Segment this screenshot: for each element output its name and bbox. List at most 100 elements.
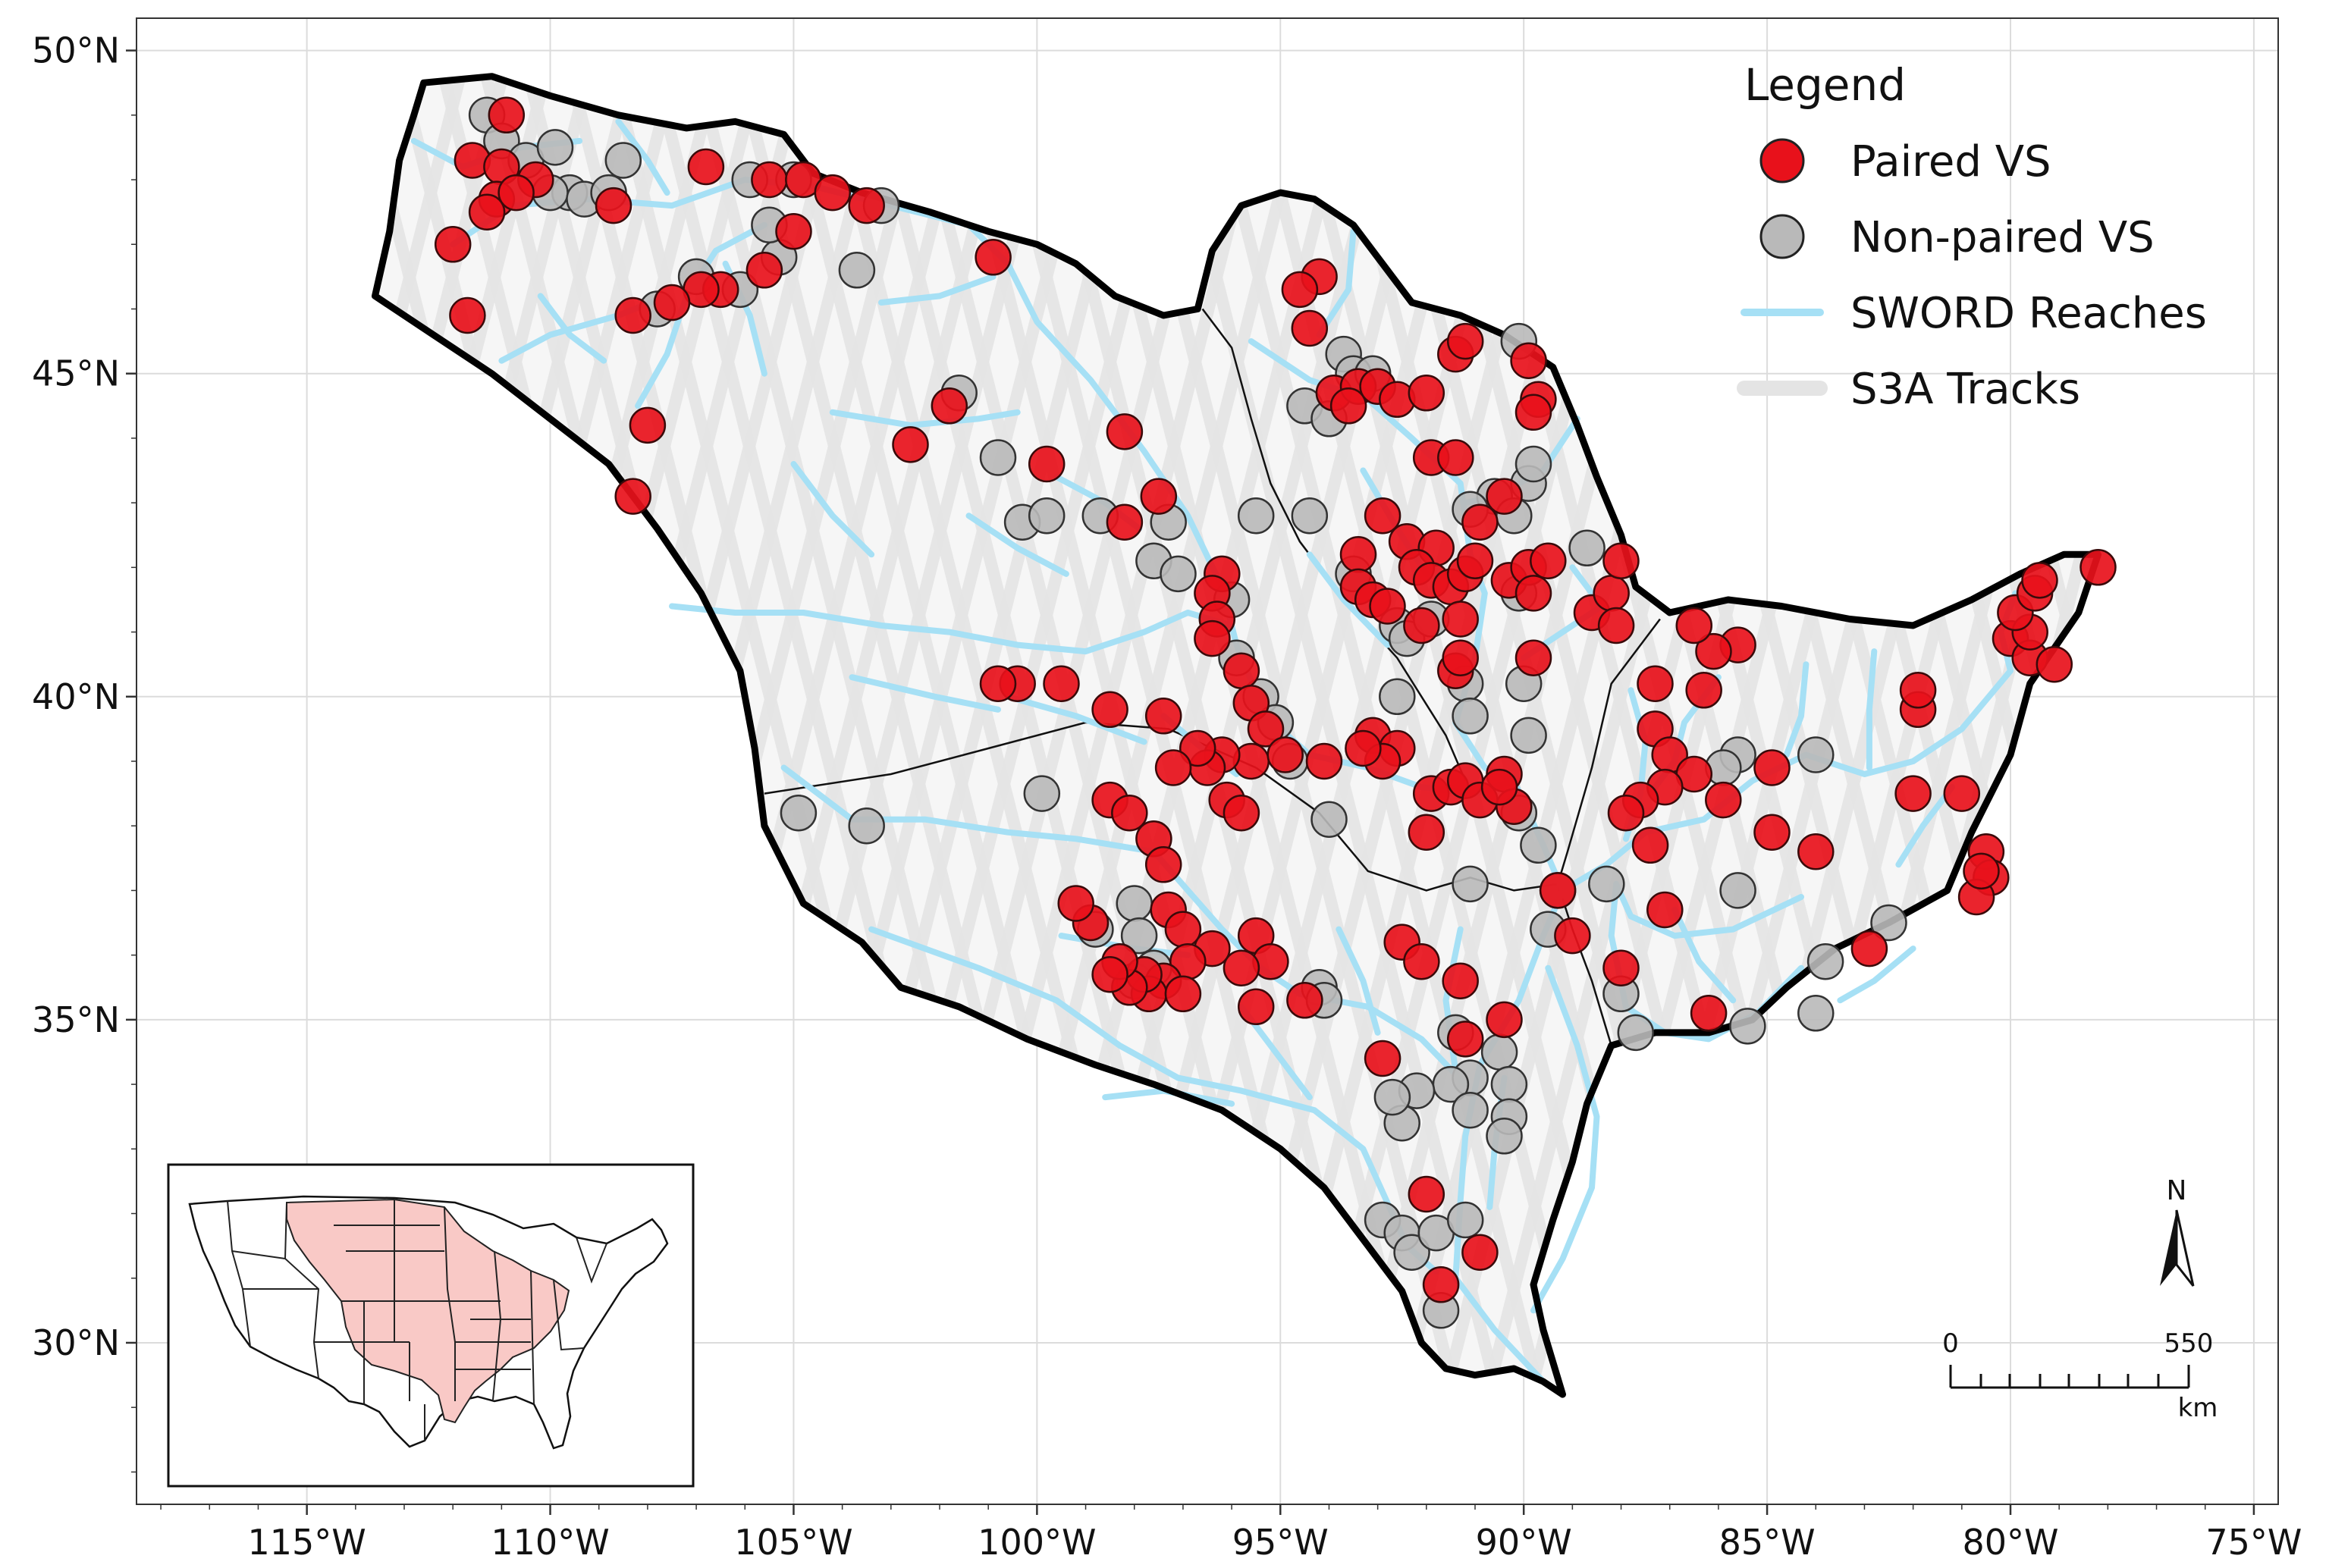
paired-vs-point	[653, 284, 691, 321]
paired-vs-point	[1514, 394, 1552, 431]
y-tick-label: 30°N	[32, 1322, 120, 1363]
nonpaired-vs-point	[838, 252, 876, 289]
nonpaired-vs-point	[780, 794, 818, 832]
paired-vs-point	[1850, 930, 1888, 967]
paired-vs-point	[1144, 698, 1182, 735]
nonpaired-vs-point	[1617, 1014, 1655, 1052]
paired-vs-point	[1179, 729, 1216, 767]
nonpaired-vs-point	[1116, 885, 1153, 922]
nonpaired-vs-point	[1023, 775, 1061, 812]
nonpaired-vs-point	[1452, 698, 1489, 735]
paired-vs-point	[1223, 652, 1260, 689]
x-tick-label: 115°W	[247, 1522, 366, 1563]
x-tick-label: 85°W	[1719, 1522, 1816, 1563]
sword-reach	[790, 461, 875, 558]
x-tick-label: 95°W	[1232, 1522, 1329, 1563]
paired-vs-points	[434, 96, 2117, 1303]
paired-vs-point	[1281, 271, 1319, 309]
paired-vs-point	[775, 212, 812, 250]
paired-vs-point	[2021, 562, 2058, 599]
x-tick-label: 90°W	[1476, 1522, 1572, 1563]
sword-reach	[1530, 964, 1600, 1314]
paired-vs-point	[1437, 439, 1474, 476]
legend-nonpaired-label: Non-paired VS	[1850, 213, 2155, 262]
paired-vs-point	[1286, 982, 1323, 1019]
sword-reach	[450, 177, 1518, 797]
x-tick-label: 75°W	[2205, 1522, 2302, 1563]
sword-reach	[868, 926, 1439, 1275]
paired-vs-point	[687, 148, 725, 186]
paired-vs-point	[488, 96, 526, 134]
paired-vs-point	[1894, 775, 1932, 812]
sword-reach	[780, 764, 1469, 1088]
paired-vs-point	[1267, 736, 1304, 773]
nonpaired-vs-point	[1310, 801, 1348, 838]
nonpaired-vs-point	[1028, 497, 1066, 535]
sub-basin-line	[1201, 308, 1467, 782]
nonpaired-vs-point	[1797, 736, 1835, 773]
paired-vs-point	[1963, 852, 2000, 890]
sword-reach	[1613, 880, 1804, 939]
paired-vs-point	[1329, 387, 1367, 425]
sword-reach	[615, 118, 670, 196]
nonpaired-vs-point	[1393, 1234, 1430, 1271]
nonpaired-vs-point	[1291, 497, 1329, 535]
paired-vs-point	[2036, 645, 2073, 683]
paired-vs-point	[1057, 885, 1094, 922]
paired-vs-point	[1369, 588, 1406, 625]
nonpaired-vs-point	[1446, 1201, 1484, 1239]
x-tick-label: 100°W	[978, 1522, 1096, 1563]
x-tick-label: 80°W	[1962, 1522, 2058, 1563]
north-arrow-icon: N	[2160, 1175, 2195, 1287]
paired-vs-point	[975, 239, 1012, 276]
sword-reach	[1895, 784, 1955, 868]
paired-vs-point	[1753, 814, 1791, 851]
legend-nonpaired-symbol	[1759, 214, 1805, 259]
paired-vs-point	[1223, 794, 1260, 832]
paired-vs-point	[1164, 911, 1202, 948]
nonpaired-vs-point	[1520, 826, 1557, 864]
nonpaired-vs-point	[1490, 1065, 1528, 1103]
paired-vs-point	[434, 226, 472, 263]
sword-reach	[669, 603, 1235, 655]
paired-vs-point	[1164, 975, 1202, 1013]
nonpaired-vs-point	[1870, 904, 1907, 942]
nonpaired-vs-point	[1160, 555, 1197, 593]
paired-vs-point	[498, 174, 535, 212]
paired-vs-point	[1091, 955, 1128, 993]
y-tick-label: 50°N	[32, 30, 120, 71]
x-tick-label: 110°W	[491, 1522, 609, 1563]
paired-vs-point	[2079, 549, 2117, 586]
paired-vs-point	[595, 187, 632, 224]
paired-vs-point	[1456, 542, 1494, 580]
nonpaired-vs-point	[1719, 872, 1756, 909]
nonpaired-vs-point	[1480, 1033, 1518, 1071]
paired-vs-point	[1539, 872, 1577, 909]
legend-title: Legend	[1744, 59, 1906, 111]
nonpaired-vs-point	[1452, 865, 1489, 903]
paired-vs-point	[1442, 601, 1479, 638]
y-tick-label: 40°N	[32, 676, 120, 717]
paired-vs-point	[1486, 478, 1523, 515]
paired-vs-point	[931, 387, 968, 425]
paired-vs-point	[614, 296, 651, 334]
paired-vs-point	[1514, 575, 1552, 612]
paired-vs-point	[1364, 497, 1401, 535]
nonpaired-vs-point	[1568, 529, 1606, 567]
y-tick-label: 45°N	[32, 353, 120, 394]
paired-vs-point	[1422, 1266, 1460, 1303]
paired-vs-point	[1140, 478, 1178, 515]
sword-reach	[849, 674, 1001, 713]
nonpaired-vs-point	[1379, 678, 1416, 716]
legend-tracks-label: S3A Tracks	[1850, 365, 2080, 414]
scale-bar: 0 550 km	[1942, 1328, 2218, 1423]
paired-vs-point	[745, 252, 783, 289]
paired-vs-point	[751, 161, 788, 199]
nonpaired-vs-point	[1486, 1118, 1523, 1155]
nonpaired-vs-point	[604, 142, 642, 179]
paired-vs-point	[1486, 1001, 1523, 1039]
paired-vs-point	[1461, 1234, 1499, 1271]
paired-vs-point	[1510, 342, 1547, 379]
sword-reach	[1336, 926, 1381, 1036]
